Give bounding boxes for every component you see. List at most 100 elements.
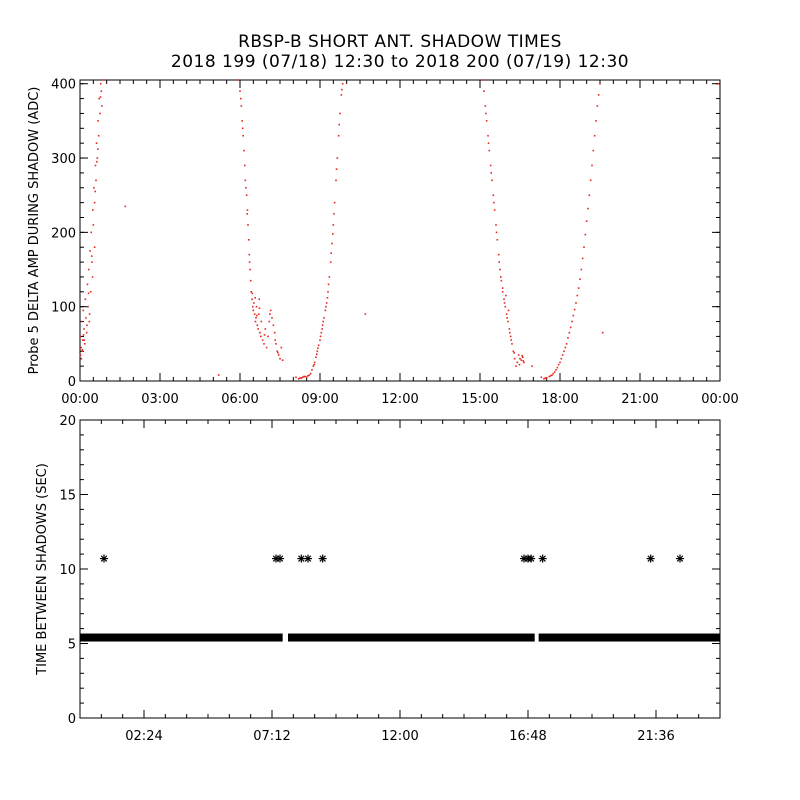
delta-amp-point — [309, 372, 312, 375]
delta-amp-point — [326, 296, 329, 299]
delta-amp-point — [500, 279, 503, 282]
delta-amp-point — [85, 331, 88, 334]
delta-amp-point — [322, 320, 324, 323]
top-plot-frame — [79, 79, 721, 382]
delta-amp-point — [93, 186, 95, 189]
delta-amp-point — [249, 268, 251, 271]
delta-amp-point — [575, 302, 577, 304]
delta-amp-point — [88, 320, 91, 323]
delta-amp-point — [281, 359, 284, 361]
delta-amp-point — [92, 209, 94, 211]
delta-amp-point — [313, 361, 316, 364]
shadow-interval-point — [527, 554, 536, 563]
delta-amp-point — [504, 305, 507, 308]
delta-amp-point — [495, 231, 498, 234]
delta-amp-point — [495, 224, 497, 226]
delta-amp-point — [96, 157, 99, 159]
delta-amp-point — [101, 79, 103, 81]
delta-amp-point — [564, 346, 567, 349]
delta-amp-point — [98, 97, 100, 100]
bottom-x-tick-label: 07:12 — [253, 729, 290, 744]
delta-amp-point — [557, 363, 560, 366]
shadow-interval-point — [100, 554, 108, 563]
delta-amp-point — [584, 233, 587, 236]
delta-amp-point — [250, 291, 252, 293]
delta-amp-point — [332, 233, 334, 235]
delta-amp-point — [92, 224, 95, 226]
delta-amp-point — [510, 339, 512, 341]
delta-amp-point — [321, 324, 324, 327]
delta-amp-point — [301, 376, 304, 379]
delta-amp-point — [556, 366, 559, 369]
shadow-interval-point — [646, 554, 655, 563]
delta-amp-point — [560, 357, 563, 360]
delta-amp-point — [328, 276, 331, 278]
delta-amp-point — [94, 190, 96, 193]
delta-amp-point — [591, 164, 593, 167]
top-y-tick-label: 100 — [51, 301, 76, 316]
delta-amp-point — [84, 298, 87, 301]
delta-amp-point — [90, 255, 93, 257]
delta-amp-point — [327, 283, 330, 286]
delta-amp-point — [567, 337, 569, 339]
delta-amp-point — [512, 350, 515, 353]
delta-amp-point — [490, 172, 492, 174]
delta-amp-point — [248, 253, 251, 256]
bottom-y-tick-label: 10 — [59, 563, 76, 578]
top-x-tick-label: 03:00 — [141, 392, 178, 407]
delta-amp-point — [89, 291, 92, 293]
top-y-tick-label: 400 — [51, 78, 76, 93]
bottom-y-tick-label: 0 — [68, 712, 76, 727]
delta-amp-point — [596, 105, 599, 107]
delta-amp-point — [505, 313, 508, 315]
bottom-y-tick-label: 5 — [68, 638, 76, 653]
delta-amp-point — [599, 82, 601, 85]
chart-title-line2: 2018 199 (07/18) 12:30 to 2018 200 (07/1… — [170, 52, 630, 72]
delta-amp-point — [335, 179, 337, 182]
delta-amp-point — [87, 305, 89, 308]
delta-amp-point — [577, 287, 580, 289]
delta-amp-point — [297, 377, 300, 380]
delta-amp-point — [501, 287, 504, 289]
delta-amp-point — [81, 339, 84, 341]
delta-amp-point — [503, 302, 506, 304]
delta-amp-point — [481, 79, 484, 81]
delta-amp-point — [258, 298, 260, 301]
delta-amp-point — [571, 320, 573, 323]
delta-amp-point — [585, 220, 588, 223]
delta-amp-point — [247, 224, 249, 226]
delta-amp-point — [487, 134, 489, 137]
delta-amp-point — [545, 377, 548, 379]
delta-amp-point — [277, 354, 280, 356]
delta-amp-point — [99, 96, 102, 98]
delta-amp-point — [324, 309, 327, 312]
delta-amp-point — [543, 377, 545, 380]
delta-amp-point — [272, 324, 275, 327]
delta-amp-point — [540, 376, 543, 379]
delta-amp-point — [256, 314, 258, 317]
top-y-tick-label: 0 — [68, 375, 76, 390]
delta-amp-point — [259, 331, 261, 334]
shadow-interval-baseline-band — [80, 633, 283, 642]
top-y-tick-label: 200 — [51, 226, 76, 241]
delta-amp-point — [257, 313, 260, 315]
top-x-tick-label: 00:00 — [61, 392, 98, 407]
delta-amp-point — [97, 134, 100, 137]
delta-amp-point — [581, 257, 584, 260]
delta-amp-point — [237, 79, 240, 81]
delta-amp-point — [91, 261, 93, 263]
delta-amp-point — [493, 201, 495, 204]
delta-amp-point — [316, 353, 318, 356]
delta-amp-point — [563, 350, 565, 353]
delta-amp-point — [84, 343, 86, 345]
delta-amp-point — [90, 231, 92, 234]
delta-amp-point — [325, 302, 328, 304]
delta-amp-point — [576, 294, 579, 297]
delta-amp-point — [251, 298, 253, 301]
delta-amp-point — [509, 335, 512, 338]
delta-amp-point — [521, 354, 523, 357]
delta-amp-point — [295, 376, 297, 379]
delta-amp-point — [300, 377, 303, 379]
delta-amp-point — [511, 343, 513, 345]
top-x-tick-label: 15:00 — [461, 392, 498, 407]
